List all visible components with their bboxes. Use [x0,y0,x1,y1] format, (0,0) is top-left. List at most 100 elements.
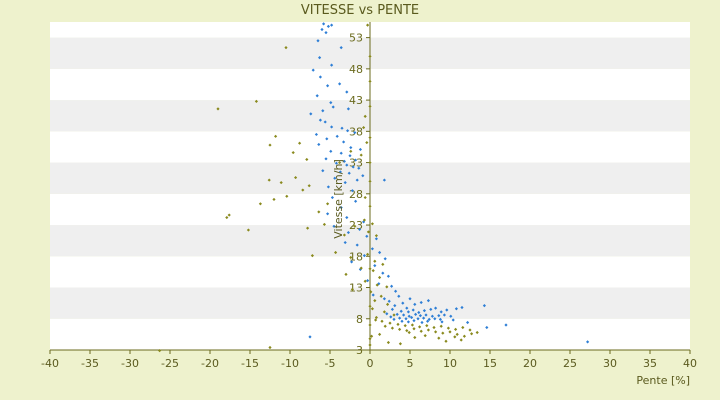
data-point [357,166,361,170]
data-point [362,125,366,130]
data-point [389,315,393,319]
data-point [322,22,326,26]
data-point [439,310,443,314]
data-point [338,160,342,165]
data-point [368,160,372,165]
data-point [342,140,346,144]
data-point [408,297,412,301]
data-point [398,316,402,320]
data-point [366,23,370,27]
data-point [294,175,298,180]
data-point [396,322,400,326]
data-point [317,210,321,214]
data-point [382,297,386,301]
data-point [378,250,382,255]
data-point [344,272,348,277]
data-point [355,178,359,182]
y-tick-label: 38 [349,125,363,138]
data-point [301,188,305,192]
data-point [342,159,346,163]
data-point [400,319,404,323]
data-point [362,218,366,222]
data-point [412,319,416,323]
data-point [316,39,320,43]
data-point [355,243,359,247]
data-point [397,294,401,298]
data-point [326,24,330,28]
data-point [466,320,470,325]
data-point [284,46,288,50]
data-point [349,145,353,150]
data-point [306,226,310,230]
data-point [378,275,382,280]
data-point [353,224,357,228]
data-point [444,339,448,343]
x-axis: -40 -35 -30 -25 -20 -15 -10 -5 0 5 10 15 20 25 30 35 40 [41,349,697,370]
data-point [393,304,397,308]
data-point [350,189,354,193]
data-point [331,105,335,109]
data-point [440,320,444,324]
data-point [347,171,351,175]
data-point [349,149,353,153]
data-point [414,312,418,316]
data-point [326,84,330,88]
y-tick-label: 18 [349,250,363,263]
data-point [485,325,489,330]
data-point [298,141,302,145]
data-point [475,330,479,335]
data-point [410,323,414,327]
data-point [419,300,423,305]
data-point [459,338,463,342]
x-tick-label: -15 [241,357,259,370]
x-tick-label: 40 [683,357,697,370]
data-point [405,329,409,333]
data-point [366,279,370,283]
data-point [368,104,372,108]
data-point [388,321,392,325]
data-point [470,332,474,336]
data-point [371,269,375,273]
data-point [373,264,377,268]
data-point [448,330,452,334]
data-point [382,178,386,182]
data-point [371,293,375,297]
data-point [449,314,453,318]
data-point [427,317,431,321]
data-point [460,305,464,310]
x-axis-label: Pente [%] [636,374,690,387]
x-tick-label: -35 [81,357,99,370]
data-point [442,313,446,317]
data-point [366,230,370,234]
y-tick-label: 3 [356,344,363,357]
data-point [307,184,311,188]
data-point [420,320,424,325]
data-point [342,233,346,237]
data-point [454,307,458,311]
data-point [338,82,342,86]
data-point [373,259,377,263]
y-tick-label: 33 [349,157,363,170]
data-point [308,335,312,339]
data-point [418,325,422,329]
data-point [363,279,367,283]
data-point [326,185,330,189]
data-point [381,262,385,267]
data-point [468,328,472,332]
data-point [405,306,409,310]
data-point [368,304,372,308]
data-point [424,313,428,317]
data-point [413,335,417,340]
data-point [332,224,336,228]
data-point [417,310,421,315]
data-point [359,266,363,270]
x-tick-label: -40 [41,357,59,370]
y-tick-label: 48 [349,63,363,76]
data-point [438,317,442,321]
data-point [413,302,417,306]
data-point [343,240,347,245]
data-point [272,197,276,202]
data-point [378,332,382,336]
data-point [426,299,430,303]
data-point [399,309,403,313]
